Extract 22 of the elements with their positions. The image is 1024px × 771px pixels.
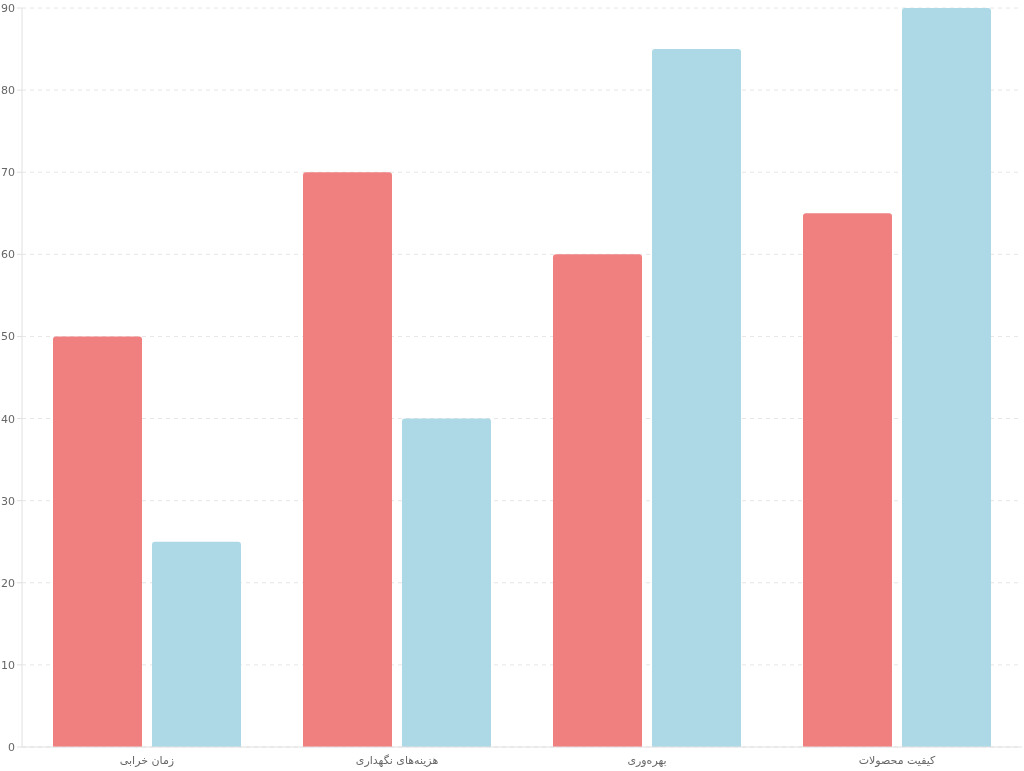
bar: [152, 541, 241, 747]
x-tick-label: کیفیت محصولات: [858, 754, 937, 767]
bar: [652, 49, 741, 747]
x-tick-label: هزینه‌های نگهداری: [355, 754, 439, 767]
y-tick-label: 80: [1, 84, 15, 98]
bar: [902, 8, 991, 747]
y-tick-label: 10: [1, 658, 15, 672]
y-tick-label: 30: [1, 494, 15, 508]
y-tick-label: 40: [1, 412, 15, 426]
bar: [803, 213, 892, 747]
y-tick-label: 70: [1, 166, 15, 180]
bar: [303, 172, 392, 747]
bar: [53, 336, 142, 747]
y-tick-label: 20: [1, 576, 15, 590]
bar: [553, 254, 642, 747]
x-tick-label: بهره‌وری: [627, 754, 667, 767]
x-tick-label: زمان خرابی: [119, 754, 175, 767]
bar: [402, 418, 491, 747]
y-tick-label: 60: [1, 248, 15, 262]
y-tick-label: 50: [1, 330, 15, 344]
y-tick-label: 90: [1, 2, 15, 15]
y-tick-label: 0: [8, 741, 15, 754]
